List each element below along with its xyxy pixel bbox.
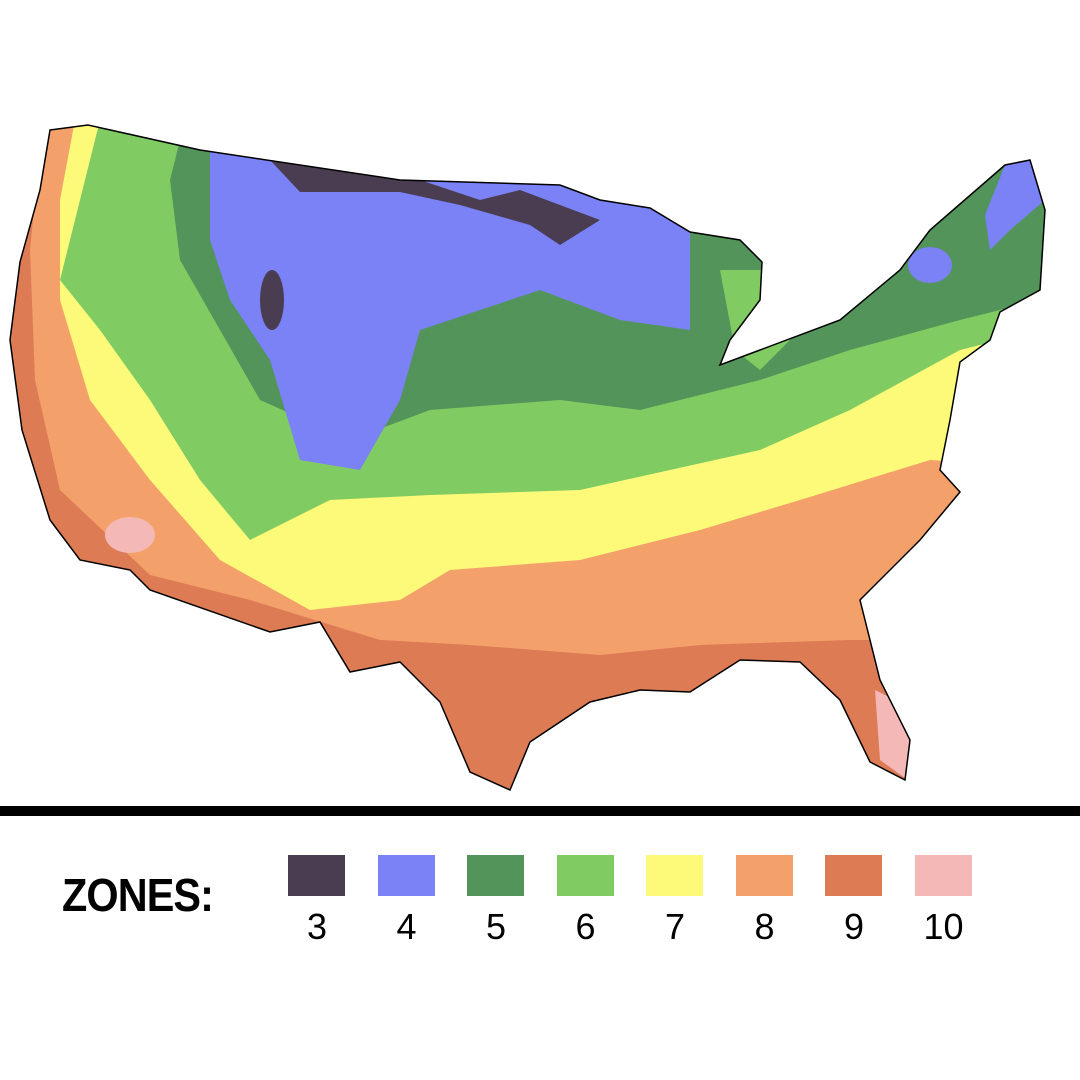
legend-title: ZONES: [62, 869, 214, 921]
legend-label-zone-10: 10 [923, 906, 964, 947]
legend-swatch-zone-10 [914, 855, 972, 896]
legend-swatch-zone-4 [377, 855, 435, 896]
legend-label-zone-7: 7 [664, 906, 686, 947]
zone-4-maine [985, 160, 1045, 250]
legend-swatch-zone-3 [288, 855, 345, 896]
legend-label-zone-9: 9 [843, 906, 865, 947]
hardiness-zone-map [9, 124, 1046, 791]
legend-swatch-zone-8 [735, 855, 793, 896]
legend-label-zone-3: 3 [306, 906, 328, 947]
legend-swatch-zone-7 [646, 855, 703, 896]
legend-label-zone-4: 4 [396, 906, 417, 947]
legend-swatch-zone-5 [467, 855, 524, 896]
zone-4-adirondacks [908, 247, 952, 283]
zone-3-wyoming [260, 270, 284, 330]
legend-swatch-zone-6 [556, 855, 614, 896]
legend-swatch-zone-9 [825, 855, 882, 896]
zone-3-region [270, 160, 600, 245]
zone-10-florida [875, 690, 912, 778]
legend-label-zone-8: 8 [754, 906, 775, 947]
legend-label-zone-5: 5 [485, 906, 507, 947]
legend-label-zone-6: 6 [575, 906, 596, 947]
zone-10-california [105, 517, 155, 553]
divider-line [0, 806, 1080, 816]
